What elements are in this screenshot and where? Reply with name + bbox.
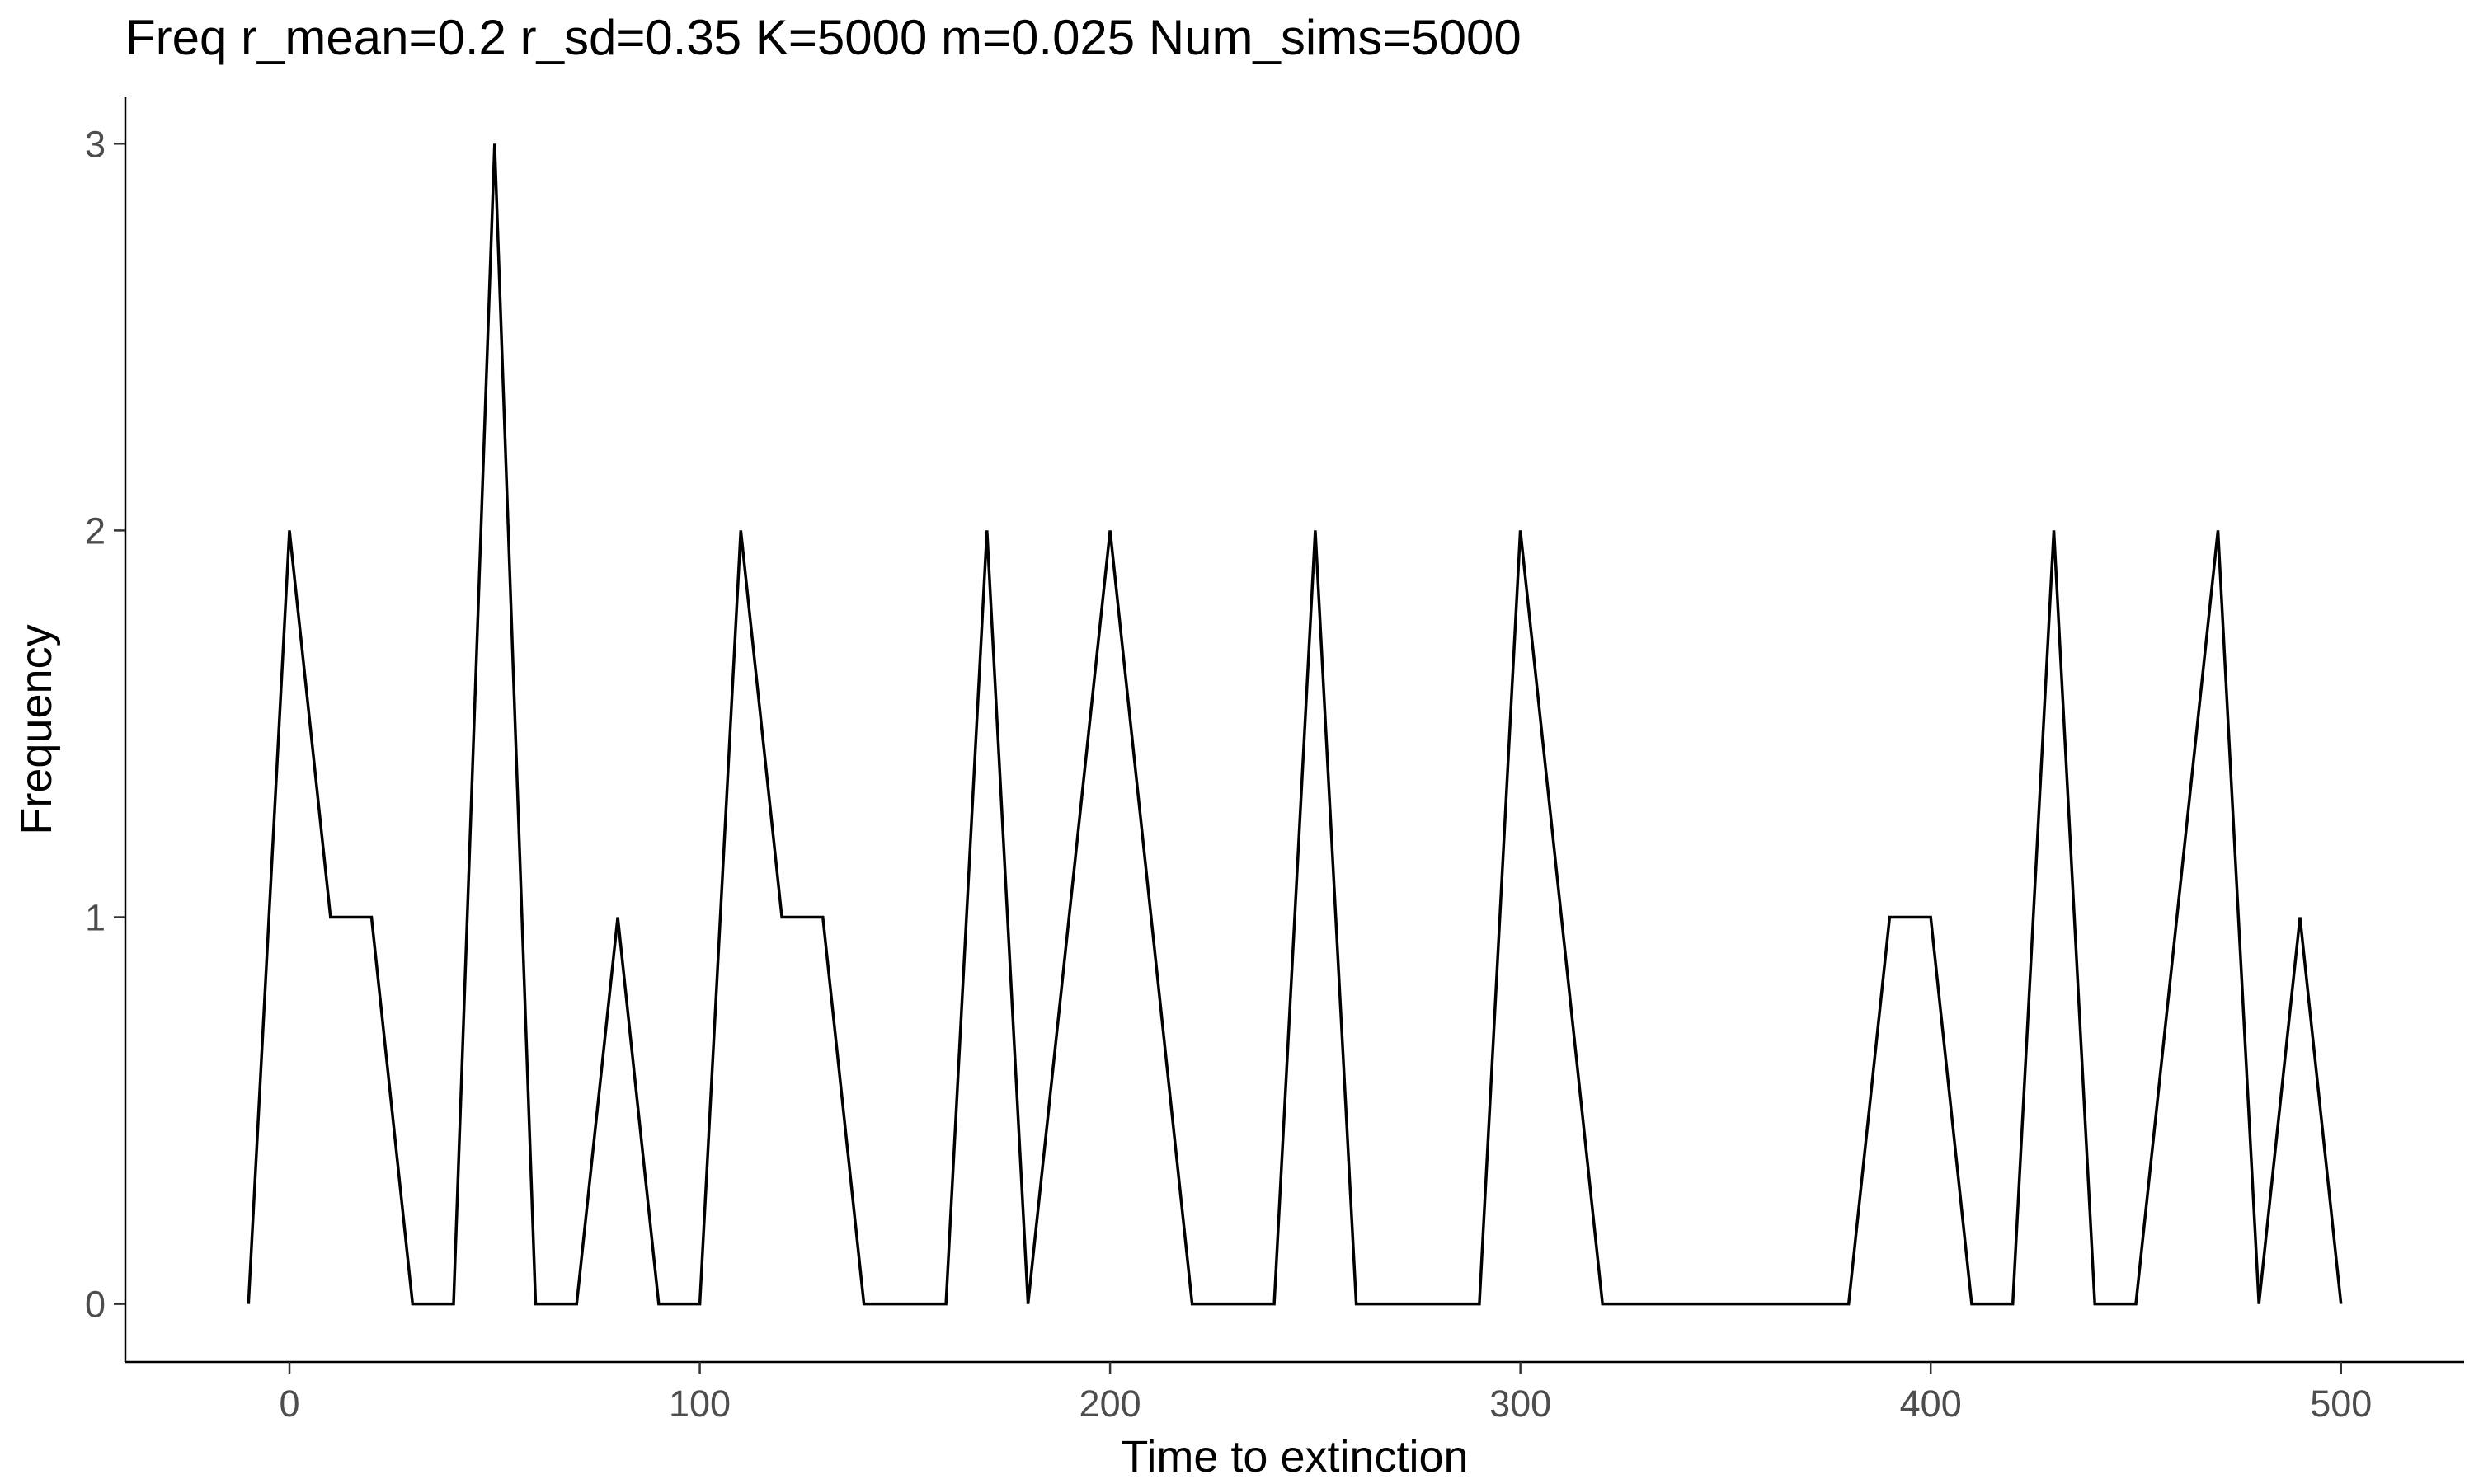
y-axis-ticks: 0 1 2 3 — [85, 123, 125, 1325]
chart-title: Freq r_mean=0.2 r_sd=0.35 K=5000 m=0.025… — [125, 10, 1522, 65]
x-tick-label: 500 — [2310, 1383, 2372, 1425]
y-tick-label: 3 — [85, 123, 106, 165]
y-tick-label: 0 — [85, 1284, 106, 1326]
x-tick-label: 400 — [1900, 1383, 1962, 1425]
y-tick-label: 2 — [85, 510, 106, 552]
series-line — [248, 143, 2340, 1303]
plot-area: 0 1 2 3 0 100 200 300 400 500 — [85, 97, 2464, 1425]
x-axis-title: Time to extinction — [1121, 1432, 1468, 1482]
y-tick-label: 1 — [85, 897, 106, 939]
x-tick-label: 200 — [1079, 1383, 1141, 1425]
x-tick-label: 0 — [280, 1383, 300, 1425]
x-tick-label: 100 — [669, 1383, 731, 1425]
x-axis-ticks: 0 100 200 300 400 500 — [280, 1362, 2373, 1425]
x-tick-label: 300 — [1489, 1383, 1551, 1425]
series-layer — [248, 143, 2340, 1303]
y-axis-title: Frequency — [12, 624, 61, 834]
